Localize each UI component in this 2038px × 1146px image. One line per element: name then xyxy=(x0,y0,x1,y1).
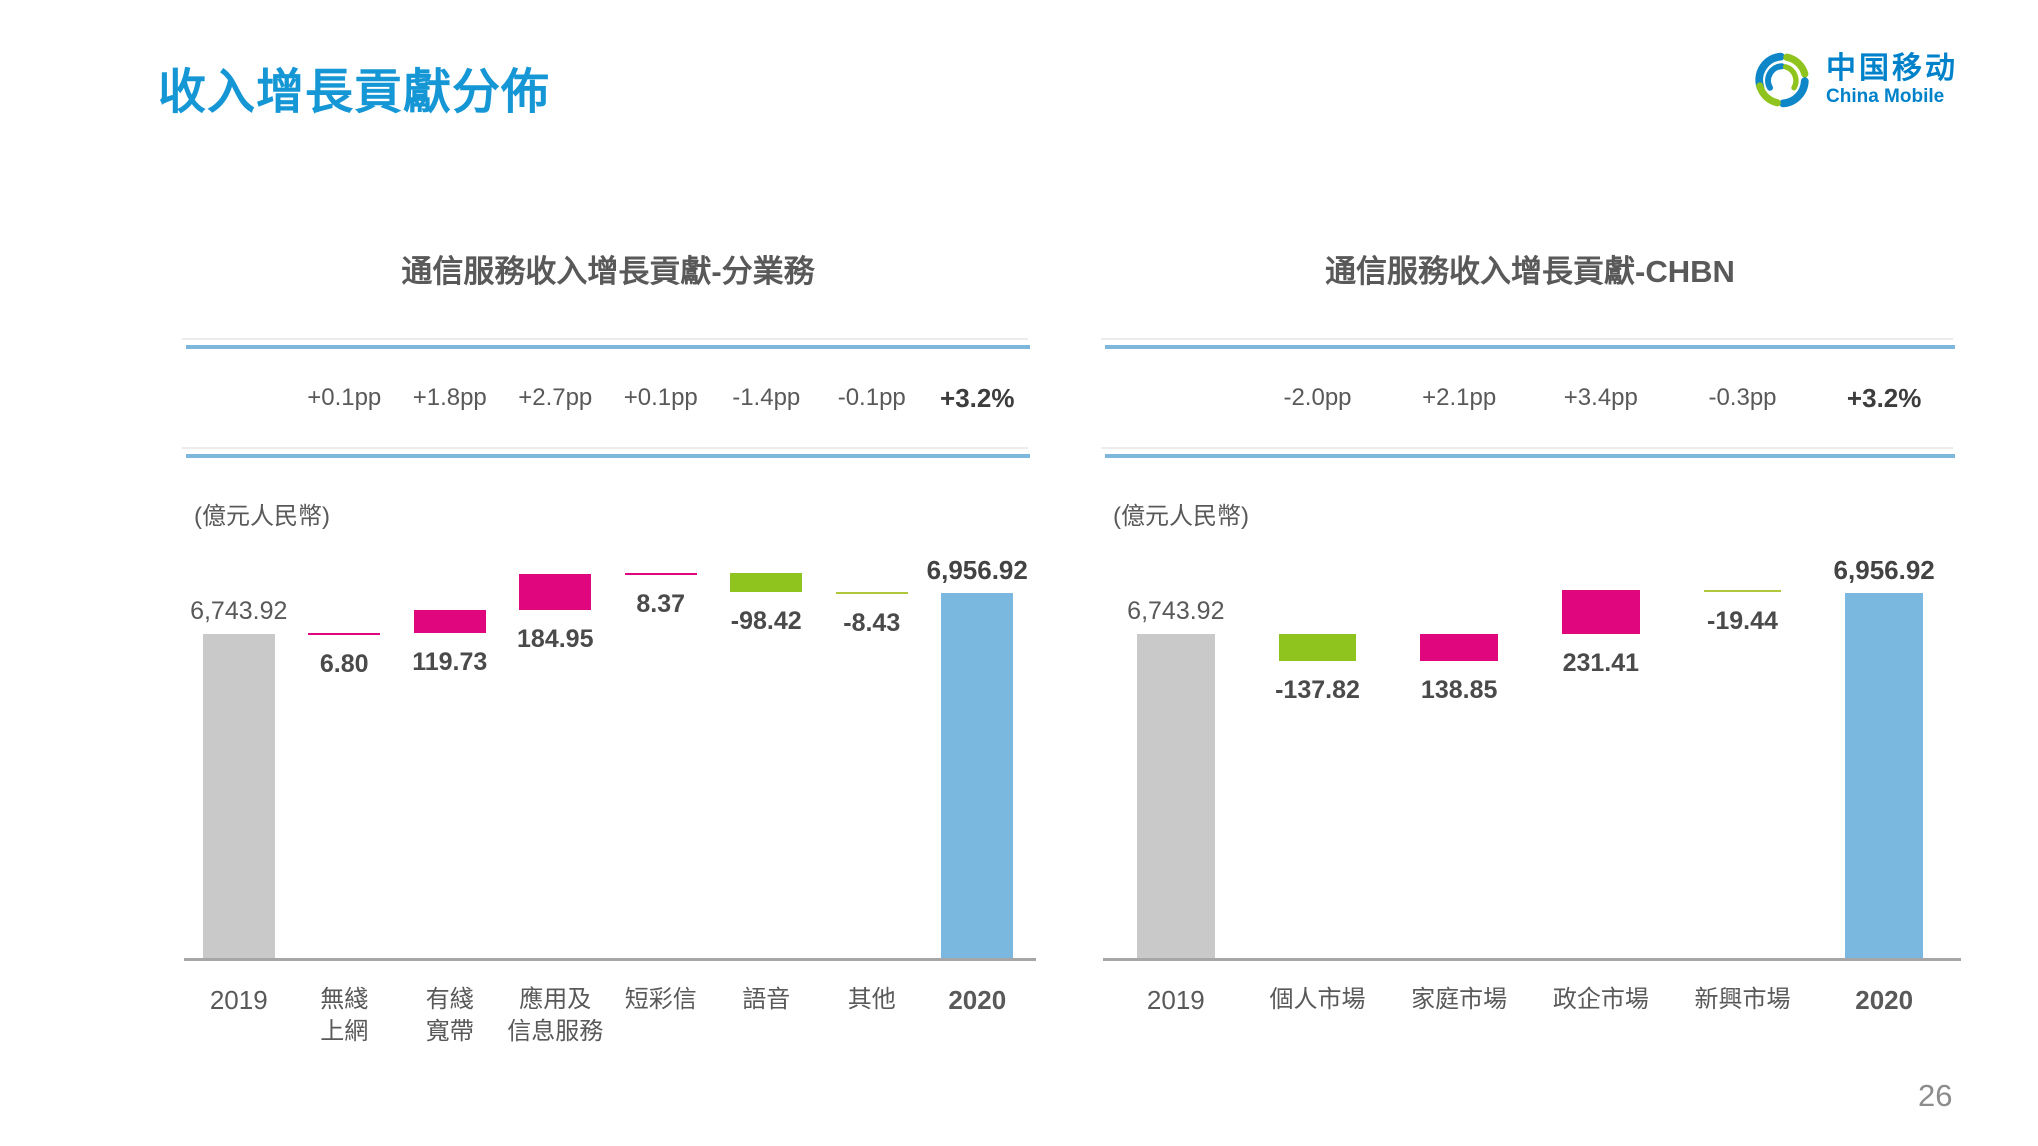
unit-label: (億元人民幣) xyxy=(1113,503,1249,530)
waterfall-delta-bar xyxy=(413,609,486,633)
pp-label: -0.3pp xyxy=(1708,384,1777,411)
value-label: 6,743.92 xyxy=(190,597,288,626)
divider-line-top xyxy=(182,338,1030,349)
category-label: 無綫 上網 xyxy=(320,986,369,1045)
pp-label: -2.0pp xyxy=(1283,384,1352,411)
pp-row: +0.1pp +1.8pp +2.7pp +0.1pp -1.4pp -0.1pp +3.2… xyxy=(186,378,1030,420)
chart-title: 通信服務收入增長貢獻-CHBN xyxy=(1325,254,1735,289)
pp-label: +0.1pp xyxy=(623,384,698,411)
value-label: -19.44 xyxy=(1707,607,1778,636)
divider-line-top xyxy=(1101,338,1955,349)
logo-name-en: China Mobile xyxy=(1826,85,1945,107)
waterfall-delta-bar xyxy=(730,572,803,592)
category-label: 2019 xyxy=(1146,985,1205,1015)
category-label: 政企市場 xyxy=(1552,986,1649,1013)
pp-label: +3.4pp xyxy=(1563,384,1638,411)
x-axis-line xyxy=(1103,958,1961,961)
waterfall-delta-bar xyxy=(1703,589,1782,593)
waterfall-start-bar xyxy=(1136,634,1215,960)
value-label: 6,956.92 xyxy=(926,555,1028,586)
page-title: 收入增長貢獻分佈 xyxy=(158,66,551,119)
category-label: 2020 xyxy=(948,985,1007,1015)
pp-label: +3.2% xyxy=(1846,383,1922,413)
china-mobile-logo-text: 中国移动 China Mobile xyxy=(1826,53,1958,106)
value-label: 8.37 xyxy=(636,590,686,619)
value-label: -98.42 xyxy=(730,606,802,635)
waterfall-delta-bar xyxy=(1420,634,1499,661)
category-label: 短彩信 xyxy=(624,986,697,1013)
pp-label: +1.8pp xyxy=(412,384,487,411)
waterfall-end-bar xyxy=(1845,593,1924,960)
divider-line-bottom xyxy=(1101,447,1955,458)
waterfall-start-bar xyxy=(202,634,275,960)
value-label: 119.73 xyxy=(412,647,488,676)
category-label: 其他 xyxy=(847,986,896,1013)
category-label: 2019 xyxy=(209,985,268,1015)
pp-label: -1.4pp xyxy=(732,384,801,411)
pp-label: +3.2% xyxy=(940,383,1015,413)
pp-label: +2.1pp xyxy=(1422,384,1497,411)
x-axis-line xyxy=(184,958,1036,961)
waterfall-end-bar xyxy=(941,593,1014,960)
waterfall-delta-bar xyxy=(624,572,697,576)
pp-label: +2.7pp xyxy=(518,384,593,411)
value-label: 6,956.92 xyxy=(1833,555,1935,586)
waterfall-delta-bar xyxy=(1278,634,1357,661)
value-label: 231.41 xyxy=(1562,649,1640,678)
value-label: -137.82 xyxy=(1275,675,1360,704)
logo-name-zh: 中国移动 xyxy=(1826,52,1958,86)
value-label: 184.95 xyxy=(517,624,594,653)
waterfall-delta-bar xyxy=(1561,589,1640,635)
category-label: 家庭市場 xyxy=(1411,986,1508,1013)
chart-title: 通信服務收入增長貢獻-分業務 xyxy=(401,254,815,289)
pp-label: -0.1pp xyxy=(837,384,906,411)
pp-row: -2.0pp +2.1pp +3.4pp -0.3pp +3.2% xyxy=(1105,378,1955,420)
category-label: 個人市場 xyxy=(1269,986,1366,1013)
page-number: 26 xyxy=(1918,1078,1953,1113)
category-label: 應用及 信息服務 xyxy=(507,986,604,1045)
value-label: 138.85 xyxy=(1420,675,1498,704)
waterfall-delta-bar xyxy=(835,591,908,595)
value-label: 6,743.92 xyxy=(1127,597,1225,626)
pp-label: +0.1pp xyxy=(307,384,382,411)
china-mobile-logo: 中国移动 China Mobile xyxy=(1752,50,1958,110)
value-label: -8.43 xyxy=(843,609,901,638)
waterfall-chart-by-business: 通信服務收入增長貢獻-分業務 +0.1pp +1.8pp +2.7pp +0.1pp -… xyxy=(182,228,1036,1108)
waterfall-chart-chbn: 通信服務收入增長貢獻-CHBN -2.0pp +2.1pp +3.4pp -0.3pp… xyxy=(1101,228,1961,1108)
category-label: 有綫 寬帶 xyxy=(425,986,474,1045)
value-label: 6.80 xyxy=(319,650,369,679)
china-mobile-logo-icon xyxy=(1752,50,1812,110)
waterfall-plot: 6,743.92 6.80 119.73 184.95 8.37 -98.42 -8.43 6… xyxy=(186,555,1030,960)
divider-line-bottom xyxy=(182,447,1030,458)
category-label: 語音 xyxy=(742,986,791,1013)
unit-label: (億元人民幣) xyxy=(194,503,330,530)
category-label: 新興市場 xyxy=(1694,986,1791,1013)
category-label: 2020 xyxy=(1855,985,1914,1015)
waterfall-delta-bar xyxy=(519,574,592,610)
waterfall-plot: 6,743.92 -137.82 138.85 231.41 -19.44 6,956.9… xyxy=(1105,555,1955,960)
waterfall-delta-bar xyxy=(308,632,381,636)
